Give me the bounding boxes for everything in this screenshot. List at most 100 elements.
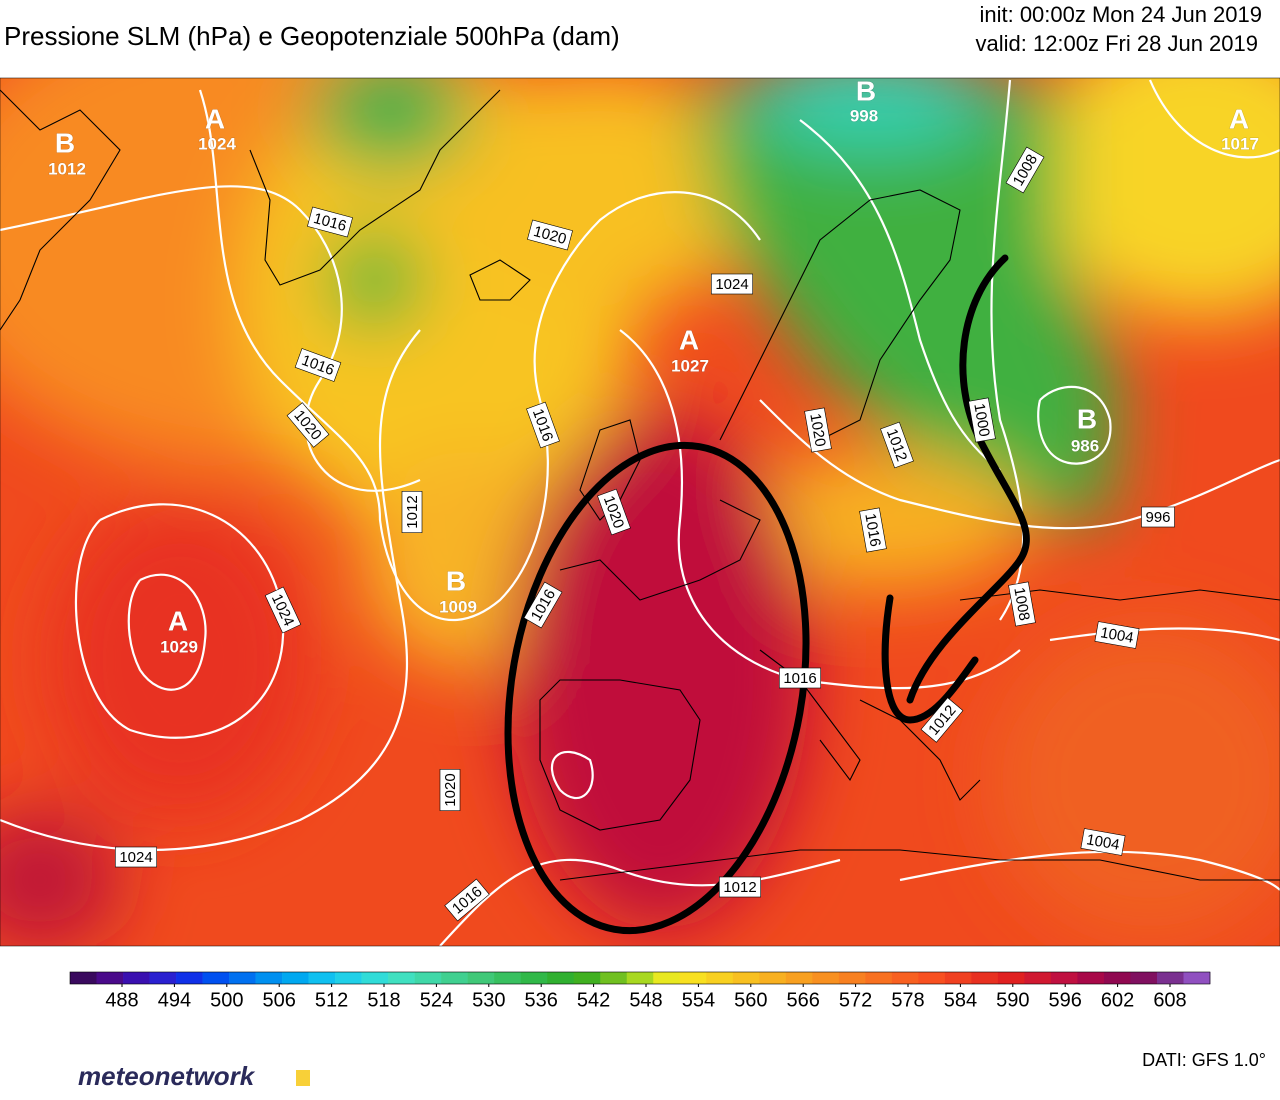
- trough-arrow: [906, 254, 1030, 704]
- label-box: [439, 769, 461, 811]
- colorbar-tick-label: 500: [210, 989, 243, 1011]
- isobar-label: 1004: [1080, 828, 1126, 856]
- colorbar-tick-label: 578: [891, 989, 924, 1011]
- isobar-value: 1020: [806, 412, 829, 448]
- center-value: 1017: [1221, 134, 1259, 153]
- isobar-value: 1008: [1010, 586, 1033, 622]
- isobar-label: 1016: [779, 667, 821, 689]
- colorbar-tick-label: 566: [787, 989, 820, 1011]
- isobar-value: 1004: [1099, 624, 1135, 647]
- isobar-label: 1008: [1008, 581, 1036, 627]
- isobar-value: 1020: [442, 773, 459, 806]
- label-box: [526, 401, 560, 449]
- center-letter: A: [168, 605, 188, 636]
- colorbar-swatch: [971, 972, 999, 984]
- colorbar-tick-label: 494: [158, 989, 191, 1011]
- colorbar-tick-label: 608: [1153, 989, 1186, 1011]
- label-box: [115, 846, 157, 868]
- label-box: [444, 878, 490, 922]
- colorbar-swatch: [1183, 972, 1211, 984]
- colorbar-swatch: [255, 972, 283, 984]
- center-value: 998: [850, 106, 878, 125]
- colorbar-swatch: [891, 972, 919, 984]
- trough-arrow: [881, 594, 979, 724]
- coastlines: [0, 89, 1280, 881]
- data-source: DATI: GFS 1.0°: [1142, 1050, 1266, 1070]
- label-box: [597, 488, 631, 536]
- isobar-value: 1016: [783, 670, 816, 687]
- init-time: init: 00:00z Mon 24 Jun 2019: [979, 2, 1262, 27]
- highlight-ellipse: [504, 441, 810, 935]
- label-box: [307, 206, 353, 238]
- label-box: [779, 667, 821, 689]
- label-box: [286, 402, 330, 448]
- colorbar-swatch: [388, 972, 415, 984]
- isobar-label: 1012: [719, 876, 761, 898]
- colorbar-tick-label: 590: [996, 989, 1029, 1011]
- colorbar-swatch: [229, 972, 256, 984]
- colorbar-swatch: [918, 972, 946, 984]
- colorbar-swatch: [812, 972, 840, 984]
- colorbar-tick-label: 584: [944, 989, 977, 1011]
- colorbar-tick-label: 518: [367, 989, 400, 1011]
- isobar-label: 1000: [968, 397, 996, 443]
- center-letter: A: [1229, 103, 1249, 134]
- center-value: 1024: [198, 134, 236, 153]
- label-box: [719, 876, 761, 898]
- center-value: 1027: [671, 356, 709, 375]
- isobar-label: 1024: [115, 846, 157, 868]
- isobar-label: 1016: [859, 507, 887, 553]
- colorbar-tick-label: 572: [839, 989, 872, 1011]
- isobar-value: 1016: [861, 512, 884, 548]
- colorbar-swatch: [467, 972, 495, 984]
- colorbar-tick-label: 596: [1049, 989, 1082, 1011]
- colorbar-swatch: [865, 972, 893, 984]
- center-letter: B: [1077, 403, 1097, 434]
- colorbar-swatch: [626, 972, 654, 984]
- colorbar-tick-label: 524: [420, 989, 453, 1011]
- isobar-value: 1024: [715, 276, 748, 293]
- label-box: [294, 348, 342, 382]
- colorbar-frame: [69, 971, 1211, 985]
- colorbar-tick-label: 512: [315, 989, 348, 1011]
- isobar-value: 1012: [723, 879, 756, 896]
- pressure-centers: B 1012 A 1024 B 998 A 1017 A 1027 B 986 …: [48, 78, 1260, 657]
- isobar-label: 1024: [711, 273, 753, 295]
- colorbar-swatch: [335, 972, 362, 984]
- colorbar-swatch: [759, 972, 787, 984]
- label-box: [527, 219, 573, 251]
- label-box: [401, 491, 423, 533]
- center-letter: A: [205, 103, 225, 134]
- isobar-value: 1000: [970, 402, 993, 438]
- colorbar-swatch: [838, 972, 866, 984]
- center-value: 1029: [160, 637, 198, 656]
- logo-square: [296, 1070, 310, 1086]
- colorbar-swatch: [494, 972, 521, 984]
- colorbar-swatch: [653, 972, 681, 984]
- map-area: B 1012 A 1024 B 998 A 1017 A 1027 B 986 …: [0, 78, 1280, 946]
- colorbar-tick-label: 506: [263, 989, 296, 1011]
- label-box: [711, 273, 753, 295]
- colorbar-swatch: [70, 972, 97, 984]
- colorbar-tick-label: 530: [472, 989, 505, 1011]
- colorbar-swatch: [96, 972, 124, 984]
- colorbar-tick-label: 602: [1101, 989, 1134, 1011]
- center-letter: B: [55, 127, 75, 158]
- center-letter: A: [679, 324, 699, 355]
- label-box: [804, 407, 832, 453]
- label-box: [1005, 146, 1045, 194]
- colorbar-swatch: [308, 972, 336, 984]
- label-box: [1008, 581, 1036, 627]
- annotations: [504, 254, 1030, 935]
- colorbar-tick-label: 554: [682, 989, 715, 1011]
- colorbar-swatch: [944, 972, 972, 984]
- center-value: 1009: [439, 597, 477, 616]
- colorbar-tick-label: 542: [577, 989, 610, 1011]
- colorbar-swatch: [600, 972, 628, 984]
- colorbar-swatch: [1156, 972, 1184, 984]
- colorbar-swatch: [573, 972, 601, 984]
- colorbar-swatch: [149, 972, 177, 984]
- center-value: 1012: [48, 159, 86, 178]
